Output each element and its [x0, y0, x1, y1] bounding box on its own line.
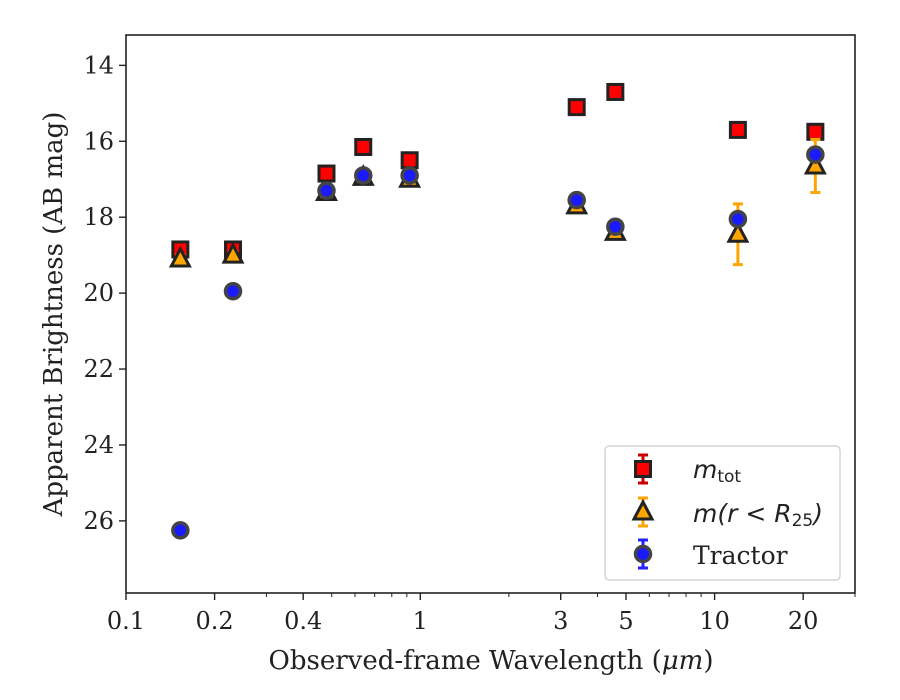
x-axis: 0.1 0.2 0.4 1 3 5 10 20 [107, 593, 856, 635]
x-tick-label: 0.1 [107, 607, 145, 635]
tractor-point [223, 281, 243, 301]
tractor-point [317, 181, 336, 200]
m-r25-point [726, 221, 750, 243]
y-tick-label: 20 [83, 279, 114, 307]
m-tot-point [606, 82, 625, 101]
y-axis-label: Apparent Brightness (AB mag) [39, 112, 69, 518]
tractor-point [606, 217, 625, 236]
y-tick-label: 26 [83, 507, 114, 535]
x-tick-label: 0.2 [196, 607, 234, 635]
legend-square-icon [634, 460, 652, 478]
legend: mtot m(r < R25) Tractor [604, 445, 841, 581]
x-axis-label: Observed-frame Wavelength (μm) [269, 646, 714, 676]
m-tot-point [728, 120, 747, 139]
data-marks [168, 82, 827, 540]
legend-box [604, 445, 841, 581]
tractor-point [400, 166, 419, 185]
y-tick-label: 22 [83, 355, 114, 383]
tractor-point [567, 190, 586, 210]
x-tick-label: 3 [553, 607, 568, 635]
x-tick-label: 0.4 [284, 607, 322, 635]
legend-markers [631, 453, 655, 570]
legend-circle-icon [633, 544, 653, 564]
tractor-point [728, 209, 748, 229]
tractor-point [354, 166, 373, 185]
x-tick-label: 20 [788, 607, 819, 635]
m-tot-point [354, 137, 373, 156]
m-tot-point [400, 151, 419, 170]
m-r25-point [221, 241, 245, 264]
y-tick-label: 24 [83, 431, 114, 459]
legend-label-m-r25: m(r < R25) [693, 499, 823, 531]
tractor-point [171, 521, 190, 540]
y-tick-label: 14 [83, 51, 114, 79]
x-tick-label: 1 [413, 607, 428, 635]
legend-label-m-tot: mtot [693, 455, 741, 487]
y-tick-label: 18 [83, 203, 114, 231]
y-tick-label: 16 [83, 127, 114, 155]
x-tick-label: 10 [699, 607, 730, 635]
tractor-point [806, 145, 825, 164]
m-r25-point [168, 245, 192, 268]
m-tot-point [567, 98, 586, 117]
legend-label-tractor: Tractor [693, 541, 788, 570]
y-axis: 14 16 18 20 22 24 26 [83, 51, 126, 535]
m-r25-point [803, 152, 827, 175]
m-tot-point [806, 122, 825, 141]
legend-triangle-icon [631, 498, 655, 521]
m-tot-point [317, 164, 336, 183]
x-tick-label: 5 [618, 607, 633, 635]
